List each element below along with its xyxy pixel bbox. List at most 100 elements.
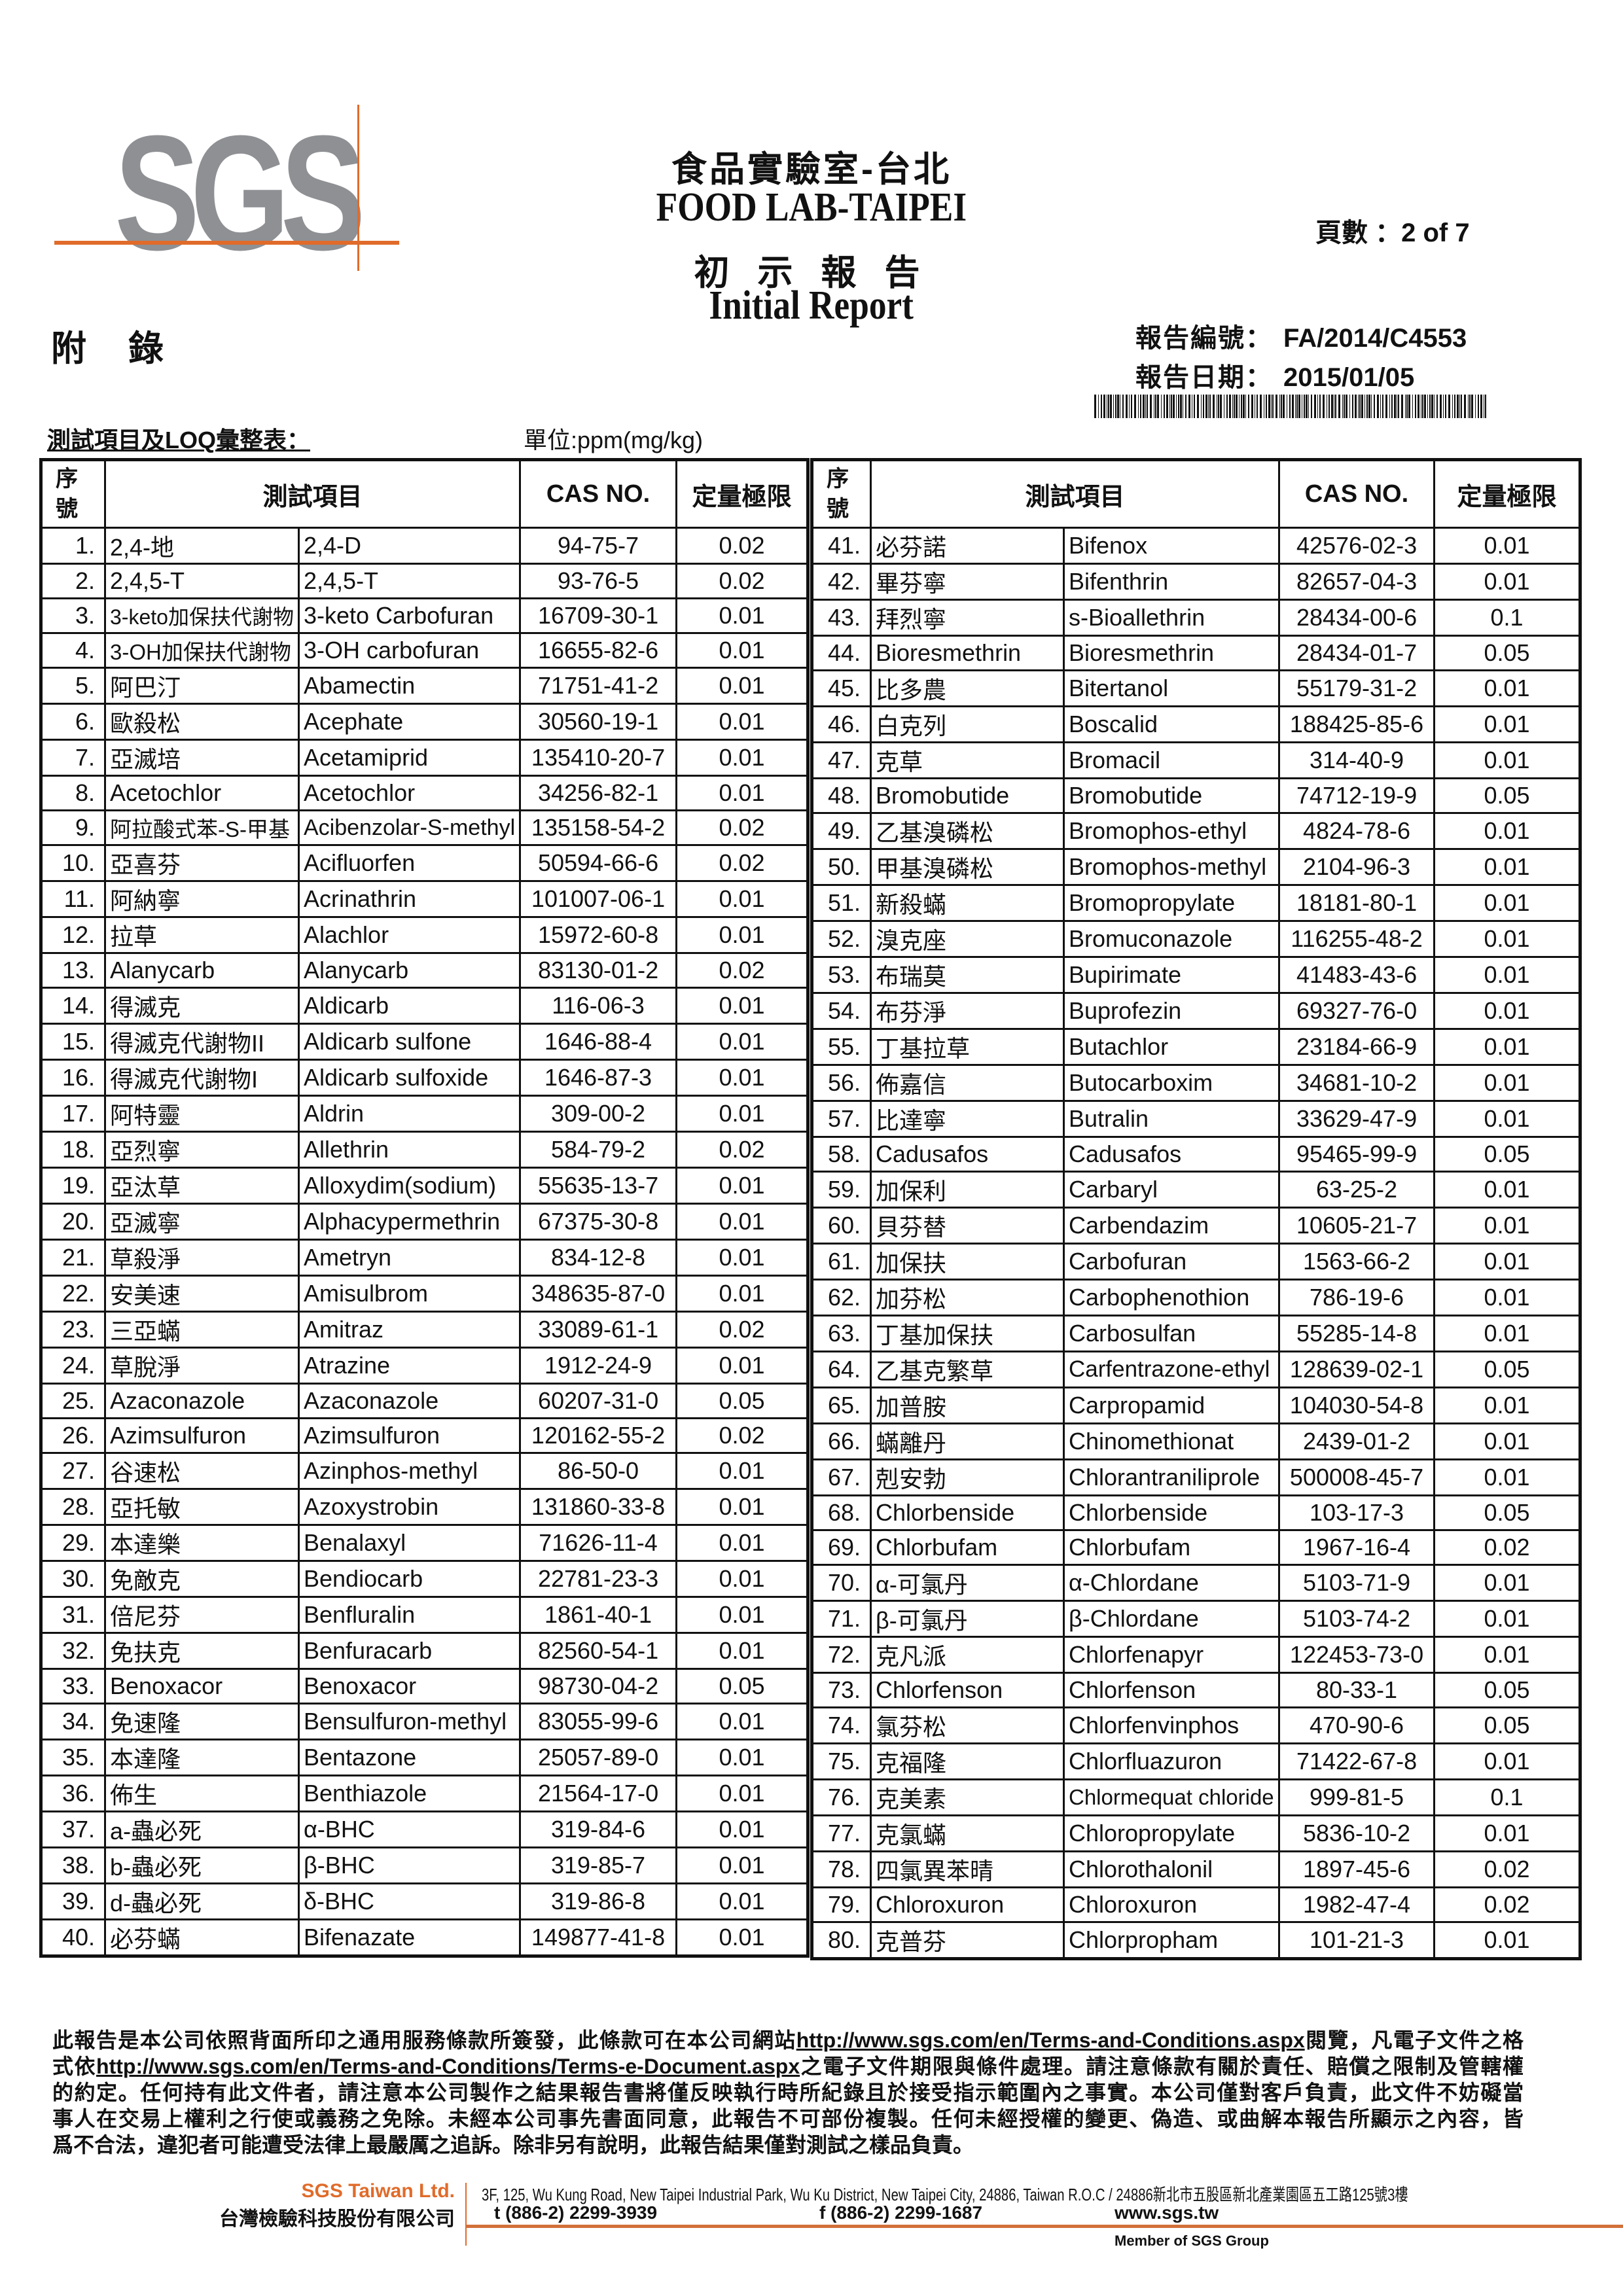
test-item-cn: 乙基溴磷松 xyxy=(870,812,1065,850)
row-number: 26. xyxy=(40,1417,106,1454)
test-item-en: Boscalid xyxy=(1062,705,1281,743)
barcode-bar xyxy=(1452,395,1453,418)
barcode-bar xyxy=(1459,395,1460,418)
test-item-cn: 3-OH加保扶代謝物 xyxy=(104,632,300,669)
cas-number: 116-06-3 xyxy=(519,987,678,1025)
test-item-en: Acifluorfen xyxy=(297,844,522,882)
terms-e-document-link[interactable]: http://www.sgs.com/en/Terms-and-Conditio… xyxy=(96,2055,800,2078)
table-row: 13. Alanycarb Alanycarb 83130-01-2 0.02 xyxy=(40,952,810,989)
barcode-bar xyxy=(1257,395,1258,418)
test-item-en: Chlormequat chloride xyxy=(1062,1778,1281,1816)
row-number: 9. xyxy=(40,809,106,846)
row-number: 72. xyxy=(811,1636,872,1674)
cas-number: 33629-47-9 xyxy=(1278,1100,1436,1138)
test-item-en: Carfentrazone-ethyl xyxy=(1062,1351,1281,1388)
barcode-bar xyxy=(1279,395,1280,418)
row-number: 20. xyxy=(40,1203,106,1241)
row-number: 39. xyxy=(40,1882,106,1920)
barcode-bar xyxy=(1208,395,1209,418)
test-item-cn: Azimsulfuron xyxy=(104,1417,300,1454)
barcode-bar xyxy=(1349,395,1350,418)
barcode-bar xyxy=(1126,395,1128,418)
loq-value: 0.01 xyxy=(675,1059,810,1097)
cas-number: 319-86-8 xyxy=(519,1882,678,1920)
footer-member: Member of SGS Group xyxy=(1115,2233,1269,2249)
loq-value: 0.1 xyxy=(1433,1778,1582,1816)
test-item-en: Bromobutide xyxy=(1062,777,1281,814)
cas-number: 5103-71-9 xyxy=(1278,1564,1436,1602)
table-row: 54. 布芬淨 Buprofezin 69327-76-0 0.01 xyxy=(811,992,1582,1030)
barcode-bar xyxy=(1166,395,1168,418)
footer-website[interactable]: www.sgs.tw xyxy=(1115,2202,1219,2223)
test-item-en: α-BHC xyxy=(297,1810,522,1848)
test-item-cn: 比多農 xyxy=(870,669,1065,707)
cas-number: 55179-31-2 xyxy=(1278,669,1436,707)
table-row: 68. Chlorbenside Chlorbenside 103-17-3 0.05 xyxy=(811,1494,1582,1531)
barcode-bar xyxy=(1150,395,1152,418)
test-item-en: Aldicarb sulfoxide xyxy=(297,1059,522,1097)
loq-value: 0.01 xyxy=(675,1488,810,1526)
test-item-en: Bentazone xyxy=(297,1739,522,1776)
appendix-heading: 附錄 xyxy=(51,329,205,368)
row-number: 11. xyxy=(40,880,106,918)
table-subtitle: 測試項目及LOQ彙整表： xyxy=(47,427,310,453)
table-row: 80. 克普芬 Chlorpropham 101-21-3 0.01 xyxy=(811,1921,1582,1960)
header-seq: 序號 xyxy=(40,459,106,529)
table-row: 6. 歐殺松 Acephate 30560-19-1 0.01 xyxy=(40,703,810,741)
row-number: 67. xyxy=(811,1458,872,1496)
cas-number: 71751-41-2 xyxy=(519,667,678,705)
barcode-bar xyxy=(1157,395,1159,418)
cas-number: 149877-41-8 xyxy=(519,1918,678,1957)
barcode-bar xyxy=(1335,395,1336,418)
header-test-item: 測試項目 xyxy=(103,459,522,529)
row-number: 52. xyxy=(811,920,872,958)
test-item-cn: 亞托敏 xyxy=(104,1488,300,1526)
row-number: 37. xyxy=(40,1810,106,1848)
loq-value: 0.02 xyxy=(675,563,810,599)
loq-value: 0.02 xyxy=(1433,1529,1582,1566)
disclaimer-line: 事人在交易上權利之行使或義務之免除。未經本公司事先書面同意，此報告不可部份複製。… xyxy=(52,2107,1524,2130)
barcode-bar xyxy=(1394,395,1396,418)
logo-orange-vertical-rule xyxy=(357,105,359,271)
cas-number: 94-75-7 xyxy=(519,527,678,565)
cas-number: 5836-10-2 xyxy=(1278,1814,1436,1852)
barcode-bar xyxy=(1427,395,1428,418)
row-number: 29. xyxy=(40,1524,106,1562)
cas-number: 82657-04-3 xyxy=(1278,563,1436,601)
test-item-en: Aldicarb sulfone xyxy=(297,1023,522,1061)
table-row: 37. a-蟲必死 α-BHC 319-84-6 0.01 xyxy=(40,1810,810,1848)
table-row: 39. d-蟲必死 δ-BHC 319-86-8 0.01 xyxy=(40,1882,810,1920)
cas-number: 188425-85-6 xyxy=(1278,705,1436,743)
row-number: 25. xyxy=(40,1383,106,1419)
row-number: 28. xyxy=(40,1488,106,1526)
barcode-bar xyxy=(1342,395,1343,418)
test-item-en: Acephate xyxy=(297,703,522,741)
test-item-cn: 阿特靈 xyxy=(104,1095,300,1133)
header-seq-line1: 序 xyxy=(56,467,78,491)
table-row: 71. β-可氯丹 β-Chlordane 5103-74-2 0.01 xyxy=(811,1600,1582,1638)
cas-number: 83130-01-2 xyxy=(519,952,678,989)
barcode-bar xyxy=(1220,395,1222,418)
row-number: 58. xyxy=(811,1136,872,1173)
test-item-en: Chinomethionat xyxy=(1062,1422,1281,1460)
loq-value: 0.05 xyxy=(1433,635,1582,671)
barcode-bar xyxy=(1296,395,1298,418)
loq-value: 0.01 xyxy=(675,1882,810,1920)
loq-value: 0.01 xyxy=(1433,527,1582,565)
barcode-bar xyxy=(1364,395,1365,418)
page-label: 頁數 ： xyxy=(1315,219,1402,247)
cas-number: 1982-47-4 xyxy=(1278,1886,1436,1923)
test-item-en: Butralin xyxy=(1062,1100,1281,1138)
test-item-cn: Bromobutide xyxy=(870,777,1065,814)
row-number: 54. xyxy=(811,992,872,1030)
table-row: 56. 佈嘉信 Butocarboxim 34681-10-2 0.01 xyxy=(811,1064,1582,1102)
terms-link[interactable]: http://www.sgs.com/en/Terms-and-Conditio… xyxy=(796,2028,1305,2052)
test-item-en: Carbosulfan xyxy=(1062,1315,1281,1352)
loq-value: 0.01 xyxy=(675,1739,810,1776)
barcode-bar xyxy=(1176,395,1177,418)
table-row: 3. 3-keto加保扶代謝物 3-keto Carbofuran 16709-30-… xyxy=(40,597,810,634)
row-number: 59. xyxy=(811,1171,872,1209)
loq-value: 0.05 xyxy=(1433,1351,1582,1388)
row-number: 60. xyxy=(811,1207,872,1245)
header-seq-line2: 號 xyxy=(827,497,849,521)
